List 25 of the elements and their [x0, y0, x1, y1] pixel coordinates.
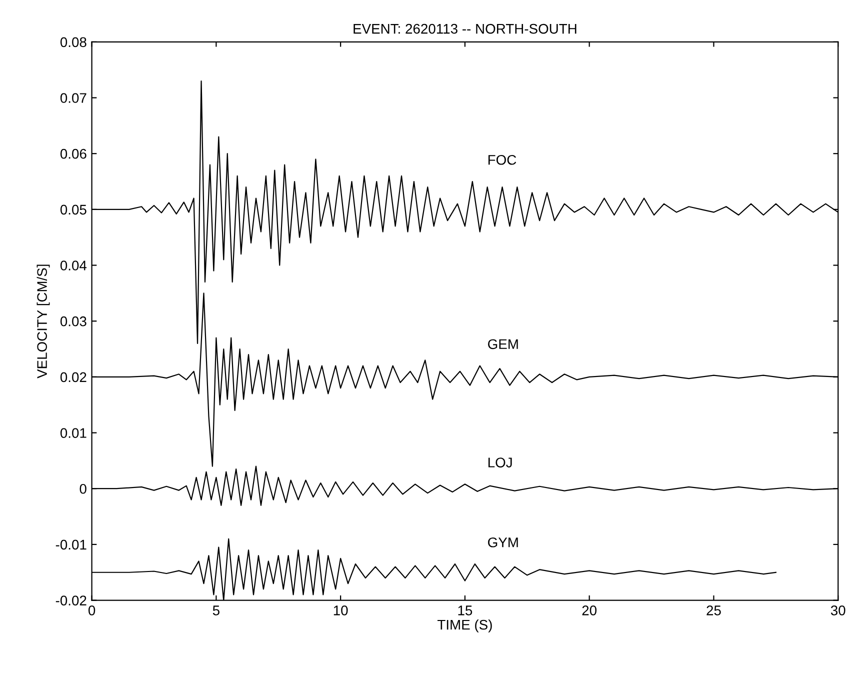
series-label: GYM	[488, 537, 518, 548]
x-tick-label: 10	[334, 606, 348, 616]
x-tick-label: 0	[88, 606, 96, 616]
y-tick-label: 0.05	[60, 204, 86, 215]
y-tick-label: 0.03	[60, 316, 86, 326]
x-tick-label: 30	[830, 606, 846, 616]
y-tick-label: 0.01	[60, 428, 86, 438]
x-tick-label: 15	[458, 606, 472, 616]
y-tick-label: 0.06	[60, 148, 86, 159]
y-tick-label: 0	[80, 484, 86, 494]
chart-title: EVENT: 2620113 -- NORTH-SOUTH	[354, 24, 576, 34]
series-label: FOC	[488, 154, 516, 165]
y-tick-label: 0.07	[60, 93, 86, 103]
x-tick-label: 25	[706, 606, 721, 616]
x-axis-title: TIME (S)	[437, 619, 492, 632]
x-tick-label: 20	[582, 606, 597, 616]
y-axis-title: VELOCITY [CM/S]	[36, 264, 50, 378]
y-tick-label: -0.02	[56, 596, 86, 606]
y-tick-label: 0.08	[60, 37, 86, 48]
series-label: GEM	[488, 339, 518, 350]
x-tick-label: 5	[212, 606, 220, 616]
series-label: LOJ	[488, 458, 512, 468]
y-tick-label: -0.01	[56, 540, 86, 550]
y-tick-label: 0.02	[60, 372, 86, 382]
y-tick-label: 0.04	[60, 260, 87, 270]
